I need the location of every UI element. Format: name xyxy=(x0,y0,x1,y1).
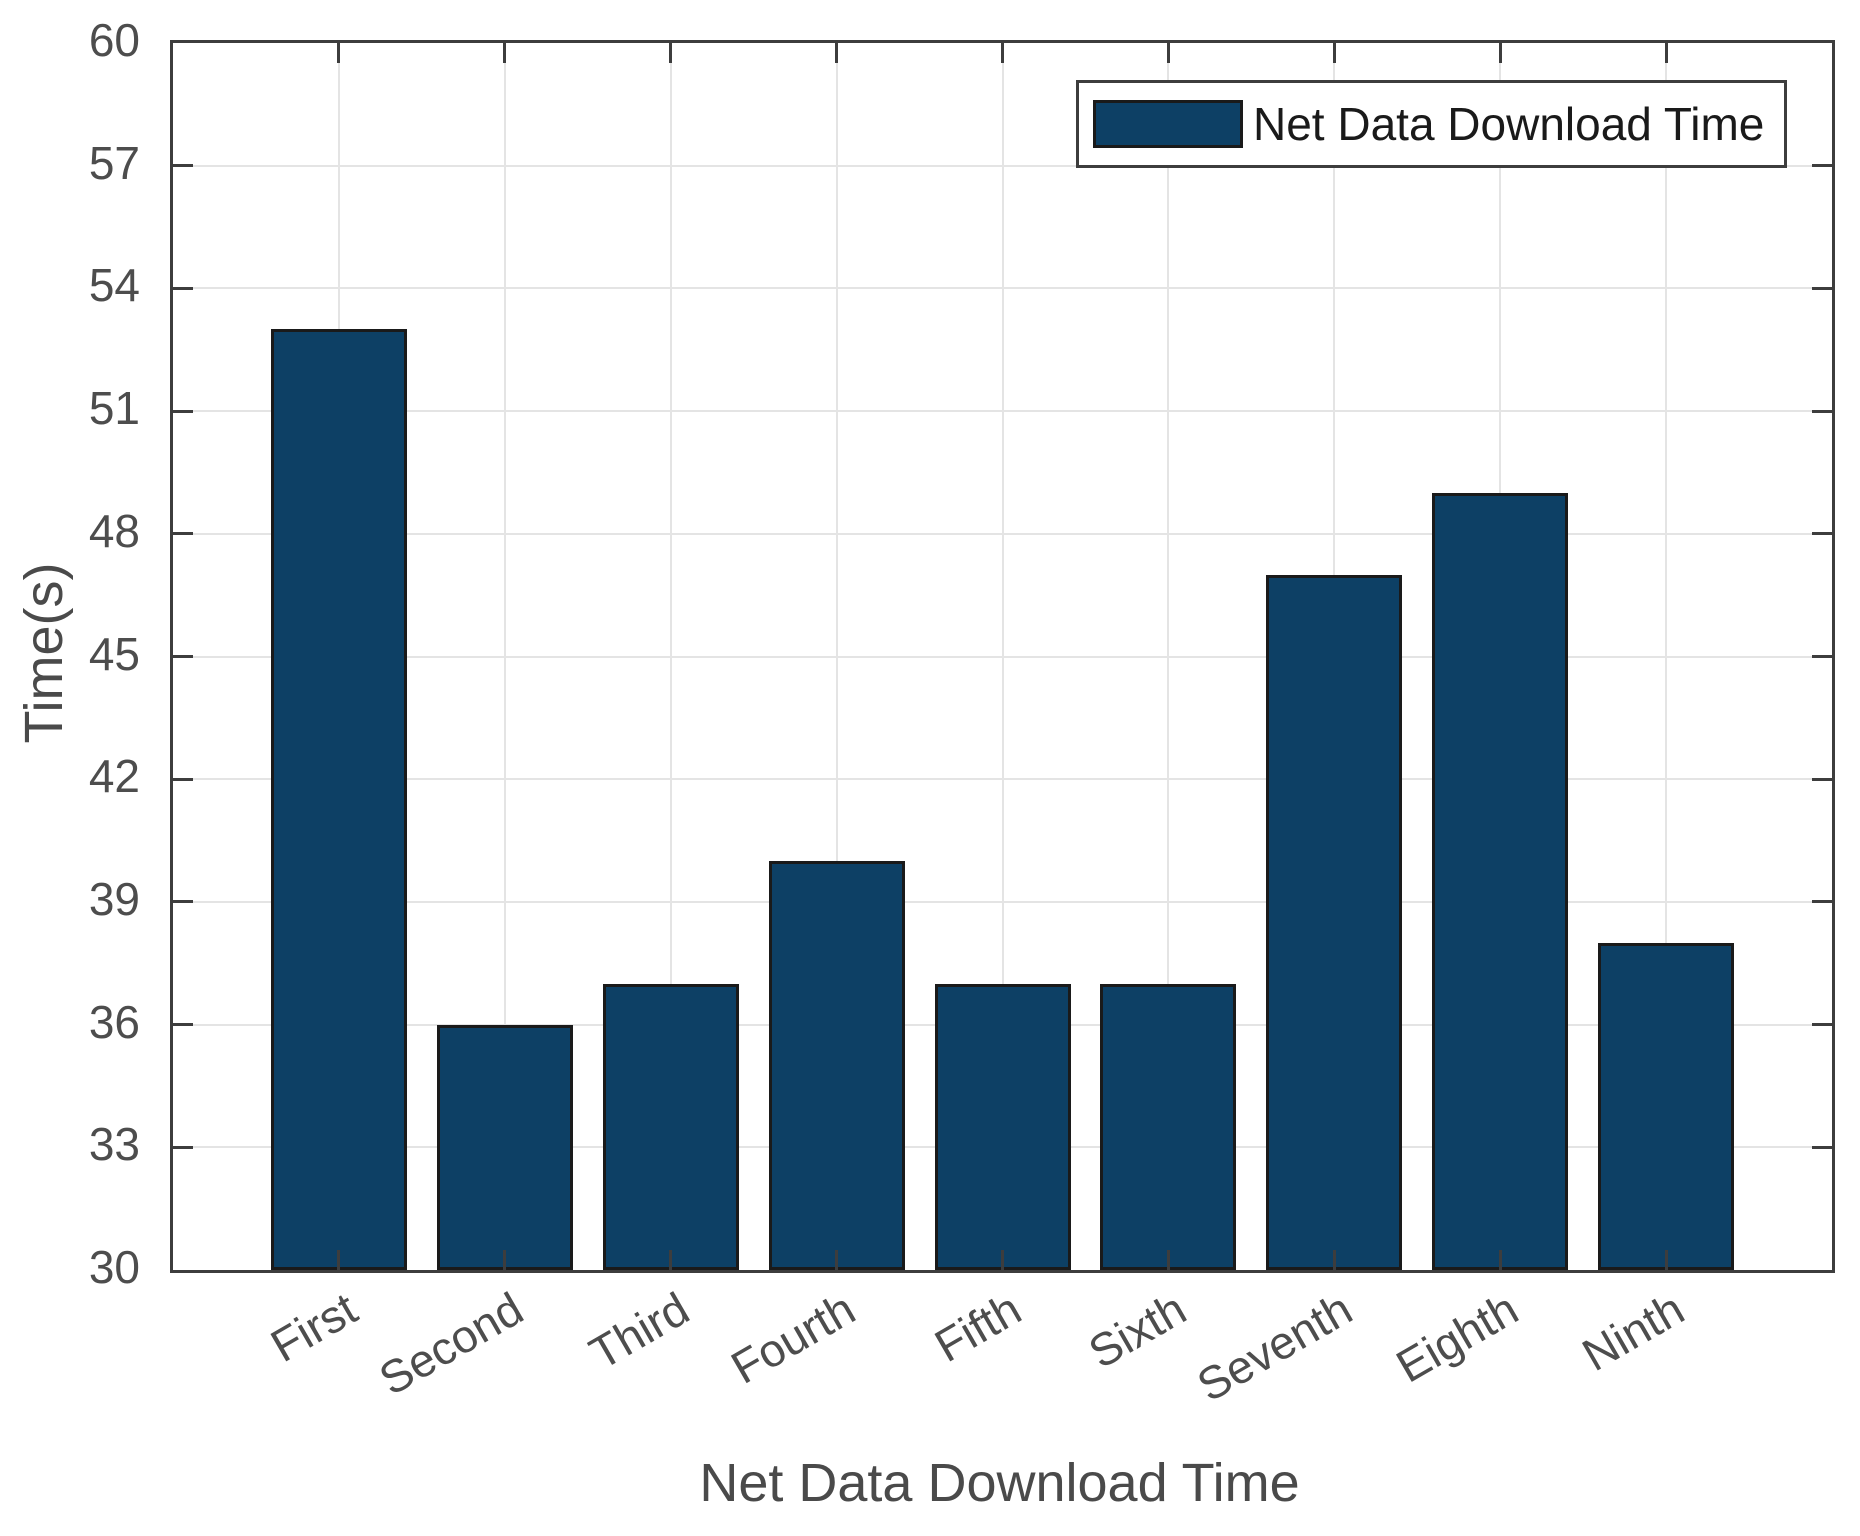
x-tick-mark xyxy=(1664,1250,1668,1270)
bar-first xyxy=(270,329,407,1270)
x-tick-label: Seventh xyxy=(1188,1282,1361,1412)
y-tick-mark xyxy=(1812,286,1832,290)
bar-fifth xyxy=(934,983,1071,1270)
bar-ninth xyxy=(1598,942,1735,1270)
x-tick-mark xyxy=(1332,1250,1336,1270)
y-tick-label: 30 xyxy=(88,1241,140,1293)
x-axis-label: Net Data Download Time xyxy=(699,1453,1300,1513)
x-gridline xyxy=(835,43,838,1270)
x-gridline xyxy=(669,43,672,1270)
y-tick-label: 42 xyxy=(88,750,140,803)
y-tick-mark xyxy=(173,532,193,536)
x-tick-mark xyxy=(1001,43,1004,63)
y-tick-label: 60 xyxy=(88,14,140,66)
y-tick-label: 51 xyxy=(88,382,140,435)
x-tick-mark xyxy=(1498,1250,1502,1270)
x-tick-mark xyxy=(669,1250,673,1270)
legend-swatch xyxy=(1093,100,1243,148)
x-tick-mark xyxy=(669,43,673,63)
x-tick-mark xyxy=(1498,43,1502,63)
y-tick-mark xyxy=(1812,164,1832,168)
x-tick-label: First xyxy=(261,1282,366,1372)
y-tick-mark xyxy=(173,655,193,658)
x-tick-mark xyxy=(835,43,839,63)
x-tick-label: Second xyxy=(370,1282,532,1406)
x-tick-mark xyxy=(337,43,341,63)
x-gridline xyxy=(503,43,506,1270)
y-tick-label: 54 xyxy=(88,259,140,312)
y-tick-mark xyxy=(1812,532,1832,536)
bar-sixth xyxy=(1100,983,1237,1270)
bar-second xyxy=(436,1024,573,1270)
y-tick-mark xyxy=(173,1023,193,1027)
legend: Net Data Download Time xyxy=(1076,80,1787,168)
x-gridline xyxy=(1001,43,1004,1270)
x-tick-mark xyxy=(337,1250,341,1270)
x-tick-mark xyxy=(1166,43,1170,63)
y-tick-label: 45 xyxy=(88,627,140,680)
y-tick-label: 36 xyxy=(88,995,140,1048)
x-tick-label: Fourth xyxy=(721,1282,864,1394)
bar-eighth xyxy=(1432,492,1569,1270)
x-tick-label: Ninth xyxy=(1573,1282,1693,1381)
y-tick-label: 39 xyxy=(88,872,140,925)
y-tick-mark xyxy=(173,900,193,904)
y-tick-mark xyxy=(1812,1145,1832,1149)
plot-area xyxy=(170,40,1835,1273)
x-tick-label: Third xyxy=(580,1282,698,1380)
y-tick-mark xyxy=(173,409,193,413)
x-tick-mark xyxy=(1001,1250,1004,1270)
x-tick-mark xyxy=(835,1250,839,1270)
y-tick-label: 57 xyxy=(88,136,140,189)
y-tick-mark xyxy=(173,777,193,781)
x-tick-mark xyxy=(1664,43,1668,63)
bar-fourth xyxy=(768,861,905,1270)
x-tick-mark xyxy=(503,1250,507,1270)
legend-label: Net Data Download Time xyxy=(1253,98,1765,150)
bar-third xyxy=(602,983,739,1270)
y-tick-mark xyxy=(1812,1023,1832,1027)
x-tick-mark xyxy=(1332,43,1336,63)
bar-seventh xyxy=(1266,574,1403,1270)
y-tick-mark xyxy=(1812,777,1832,781)
y-tick-mark xyxy=(1812,655,1832,658)
x-tick-mark xyxy=(503,43,507,63)
y-tick-mark xyxy=(173,1145,193,1149)
y-tick-mark xyxy=(1812,900,1832,904)
y-tick-mark xyxy=(173,286,193,290)
y-tick-mark xyxy=(1812,409,1832,413)
x-tick-mark xyxy=(1166,1250,1170,1270)
x-tick-label: Sixth xyxy=(1080,1282,1195,1379)
y-tick-mark xyxy=(173,164,193,168)
x-gridline xyxy=(1665,43,1668,1270)
y-tick-label: 33 xyxy=(88,1118,140,1171)
x-gridline xyxy=(1167,43,1170,1270)
x-tick-label: Eighth xyxy=(1387,1282,1527,1393)
x-tick-label: Fifth xyxy=(925,1282,1029,1372)
y-tick-label: 48 xyxy=(88,504,140,557)
